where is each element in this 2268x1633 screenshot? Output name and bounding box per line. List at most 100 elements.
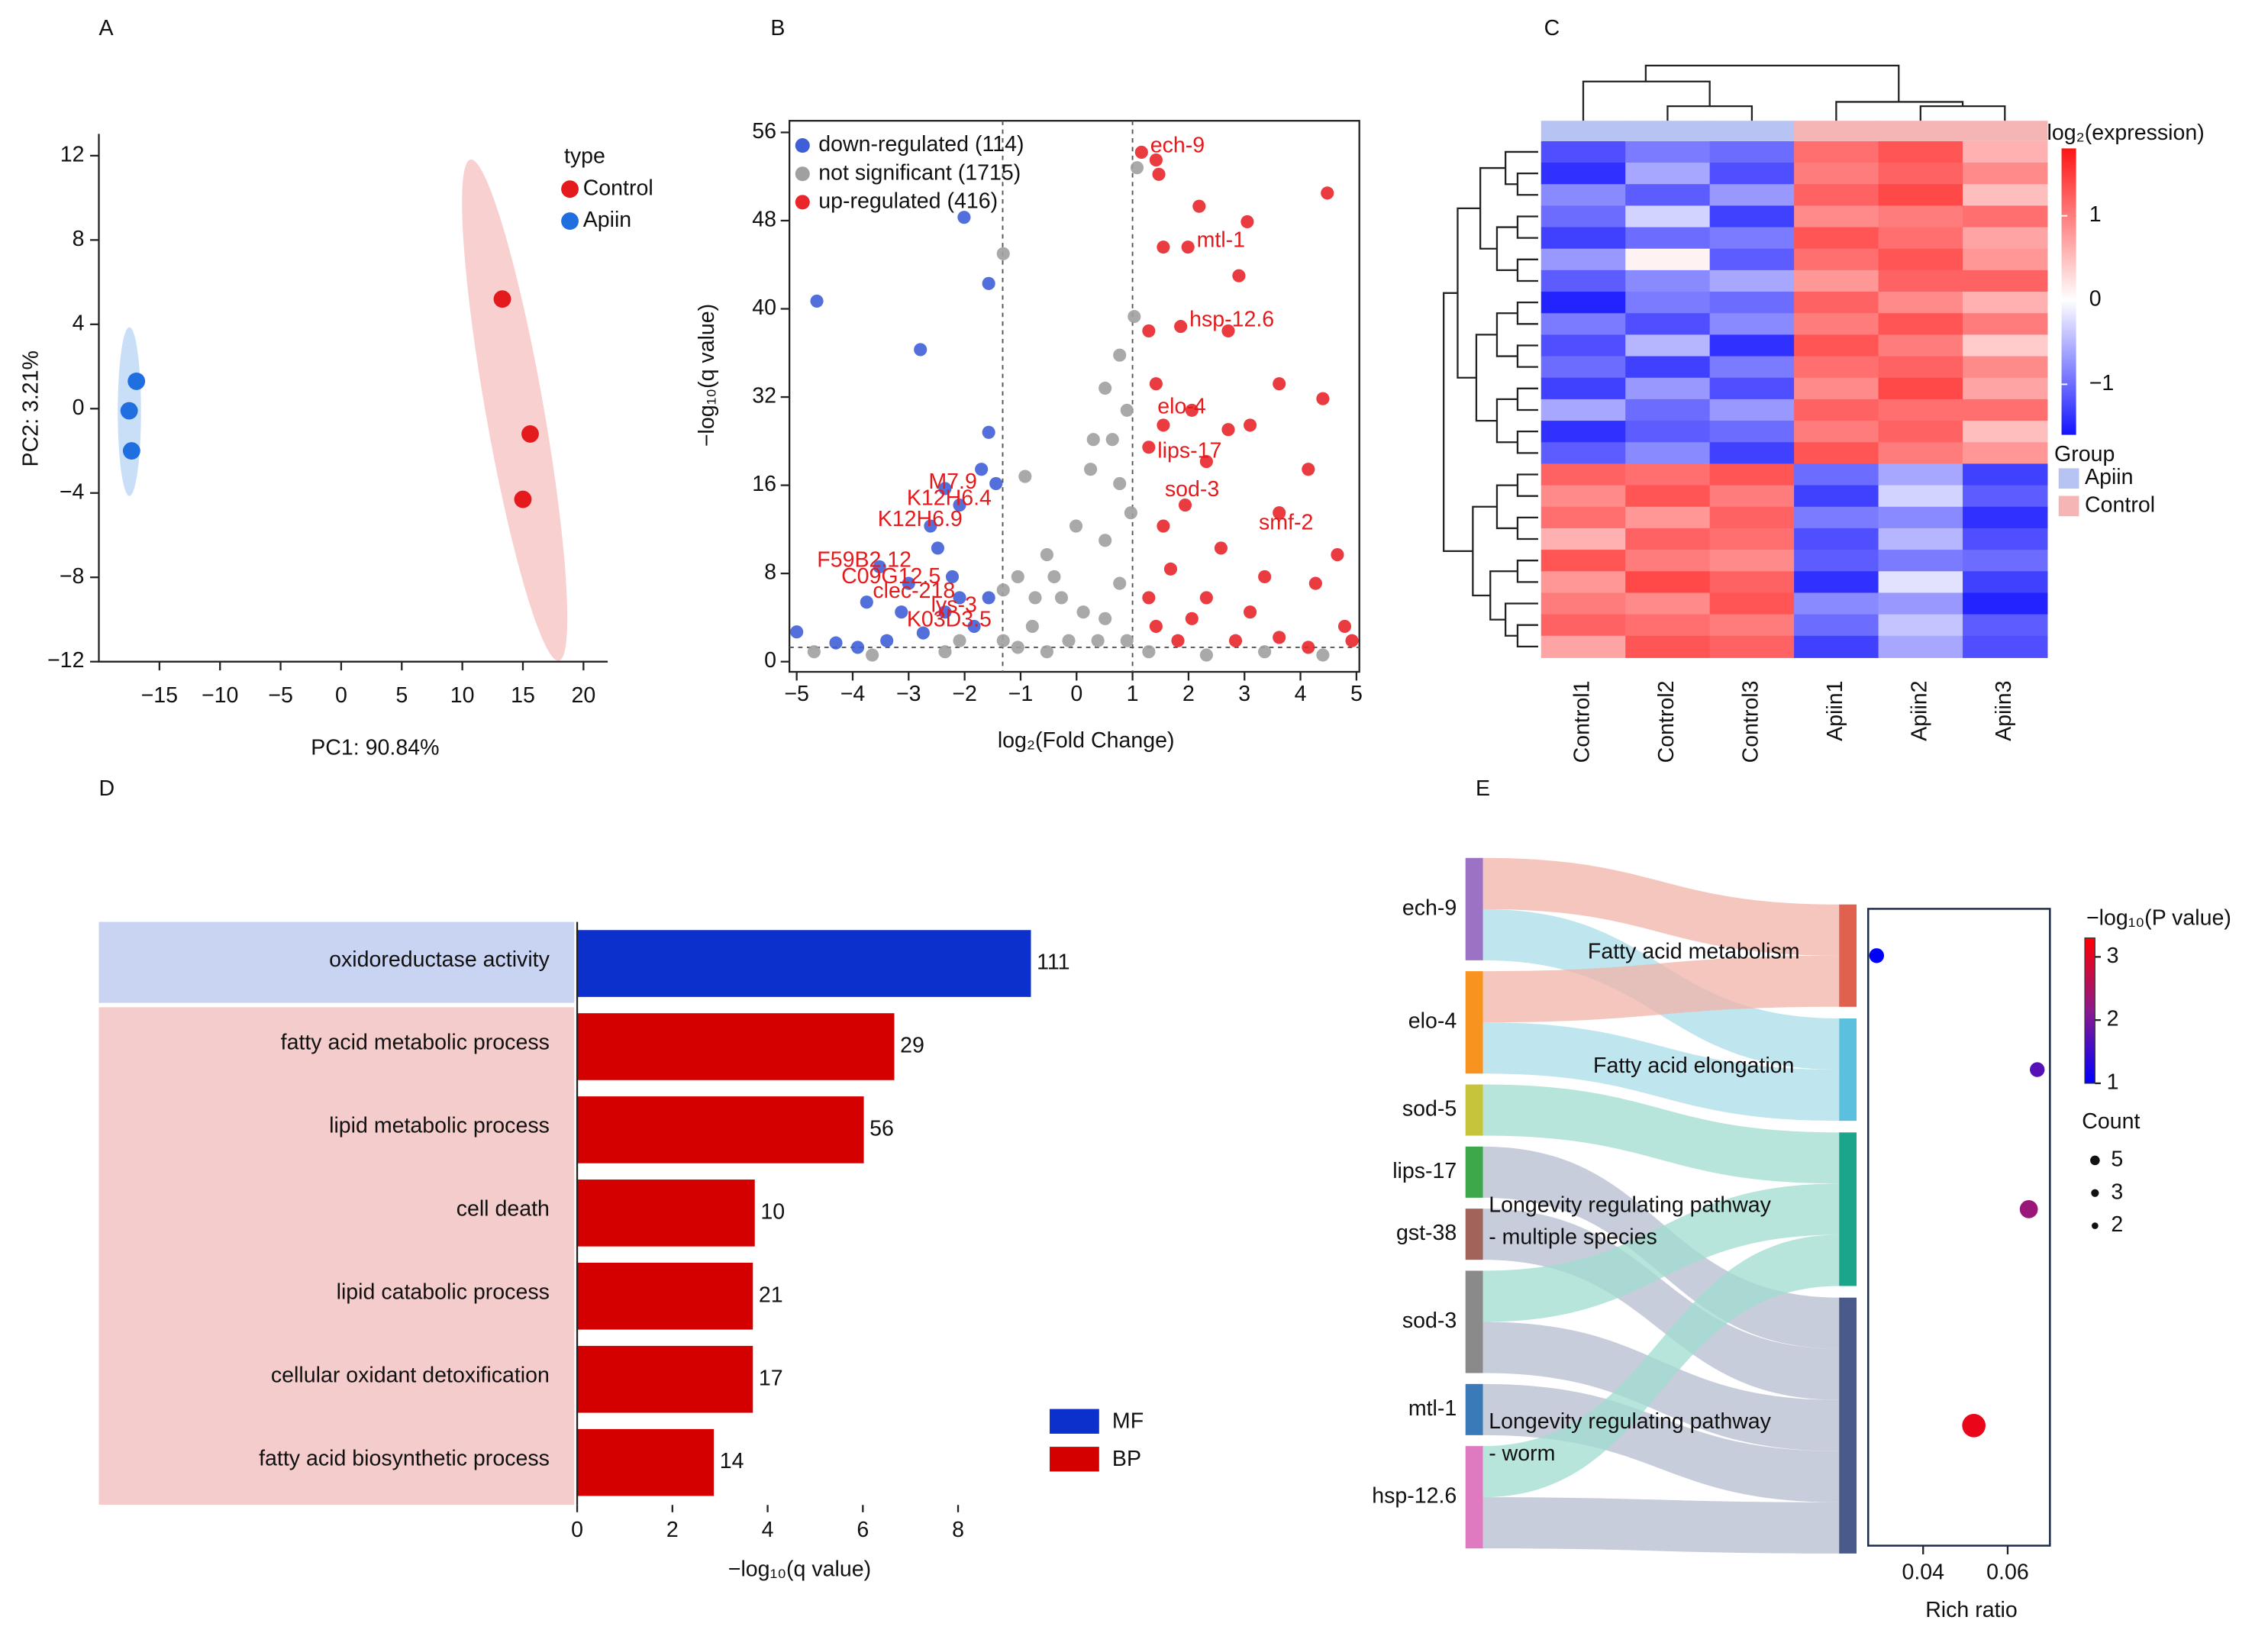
heatmap-cell [1709, 571, 1795, 594]
point [924, 519, 937, 533]
column-label: Control1 [1570, 680, 1595, 763]
gene-annotation: lips-17 [1157, 438, 1221, 463]
x-tick-label: 0 [571, 1518, 583, 1542]
legend-marker [561, 180, 579, 198]
row-dendrogram [1489, 570, 1518, 621]
point [1185, 403, 1199, 417]
point [1308, 576, 1322, 590]
heatmap-cell [1540, 399, 1627, 422]
gene-annotation: K03D3.5 [907, 607, 992, 631]
group-bar [1878, 121, 1964, 141]
heatmap-cell [1540, 614, 1627, 637]
group-band [98, 1005, 575, 1089]
heatmap-cell [1540, 292, 1627, 315]
heatmap-cell [1625, 184, 1711, 207]
point [975, 463, 989, 476]
row-dendrogram [1472, 505, 1497, 597]
count-label: 17 [759, 1366, 783, 1390]
sankey-link [1482, 1234, 1840, 1498]
heatmap-cell [1878, 269, 1964, 293]
gene-node [1465, 1146, 1483, 1198]
y-tick-label: −8 [60, 564, 85, 589]
heatmap-cell [1878, 163, 1964, 186]
x-tick-label: 4 [762, 1518, 774, 1542]
point [1337, 619, 1352, 634]
heatmap-cell [1794, 269, 1879, 293]
heatmap-cell [1878, 140, 1964, 163]
x-axis-label: Rich ratio [1925, 1598, 2018, 1622]
heatmap-cell [1794, 442, 1879, 465]
heatmap-cell [1963, 463, 2048, 486]
row-dendrogram [1516, 258, 1538, 282]
column-label: Apiin3 [1992, 680, 2016, 741]
gene-node [1465, 857, 1483, 960]
x-tick-label: 2 [666, 1518, 679, 1542]
count-label: 111 [1037, 950, 1069, 975]
gene-annotation: sod-3 [1165, 477, 1219, 502]
heatmap-cell [1878, 485, 1964, 508]
point [931, 541, 945, 555]
point [1076, 605, 1090, 619]
x-tick-label: 0 [1070, 682, 1082, 706]
gene-label: sod-3 [1402, 1309, 1457, 1333]
heatmap-cell [1709, 248, 1795, 271]
pathway-label: - worm [1489, 1441, 1555, 1466]
point [1099, 612, 1112, 625]
heatmap-cell [1540, 592, 1627, 615]
point [1181, 240, 1195, 254]
legend-label: BP [1112, 1447, 1141, 1471]
heatmap-cell [1625, 442, 1711, 465]
heatmap-cell [1625, 592, 1711, 615]
heatmap-cell [1878, 592, 1964, 615]
row-dendrogram [1516, 431, 1538, 454]
gene-label: gst-38 [1396, 1221, 1457, 1245]
heatmap-cell [1540, 485, 1627, 508]
x-tick-label: 5 [1350, 682, 1363, 706]
plot-frame [788, 120, 1360, 673]
gene-annotation: C09G12.5 [841, 564, 940, 589]
point [1149, 619, 1163, 634]
heatmap-cell [1794, 140, 1879, 163]
gene-label: elo-4 [1408, 1009, 1457, 1034]
point [1178, 499, 1192, 512]
point [1273, 506, 1286, 520]
heatmap-cell [1878, 550, 1964, 573]
group-band [98, 1254, 575, 1339]
row-dendrogram [1516, 344, 1538, 368]
heatmap-cell [1709, 292, 1795, 315]
x-tick-label: −5 [784, 682, 809, 706]
heatmap-cell [1540, 506, 1627, 529]
heatmap-cell [1625, 356, 1711, 379]
x-tick-label: 6 [857, 1518, 869, 1542]
row-dendrogram [1495, 484, 1518, 530]
row-dendrogram [1516, 387, 1538, 411]
point [851, 641, 865, 654]
point [1331, 548, 1344, 562]
group-band [98, 1171, 575, 1256]
sankey-link [1482, 1183, 1840, 1322]
pathway-label: - multiple species [1489, 1225, 1657, 1250]
point [1062, 634, 1076, 647]
group-band [98, 1421, 575, 1506]
heatmap-cell [1794, 485, 1879, 508]
heatmap-cell [1540, 140, 1627, 163]
heatmap-cell [1794, 313, 1879, 336]
point [1142, 324, 1156, 337]
heatmap-cell [1709, 163, 1795, 186]
heatmap-cell [1878, 377, 1964, 400]
point [1142, 591, 1156, 605]
legend-marker [561, 212, 579, 231]
point [790, 625, 804, 639]
legend-swatch [2058, 468, 2079, 489]
gene-label: hsp-12.6 [1372, 1484, 1457, 1509]
heatmap-cell [1794, 506, 1879, 529]
point [1157, 519, 1170, 533]
heatmap-cell [1963, 184, 2048, 207]
heatmap-cell [1540, 550, 1627, 573]
heatmap-cell [1794, 227, 1879, 250]
gene-annotation: clec-218 [873, 579, 955, 603]
x-axis-label: log₂(Fold Change) [998, 728, 1175, 753]
size-legend-marker [2090, 1155, 2100, 1166]
size-legend-marker [2092, 1222, 2099, 1229]
point [1069, 519, 1083, 533]
